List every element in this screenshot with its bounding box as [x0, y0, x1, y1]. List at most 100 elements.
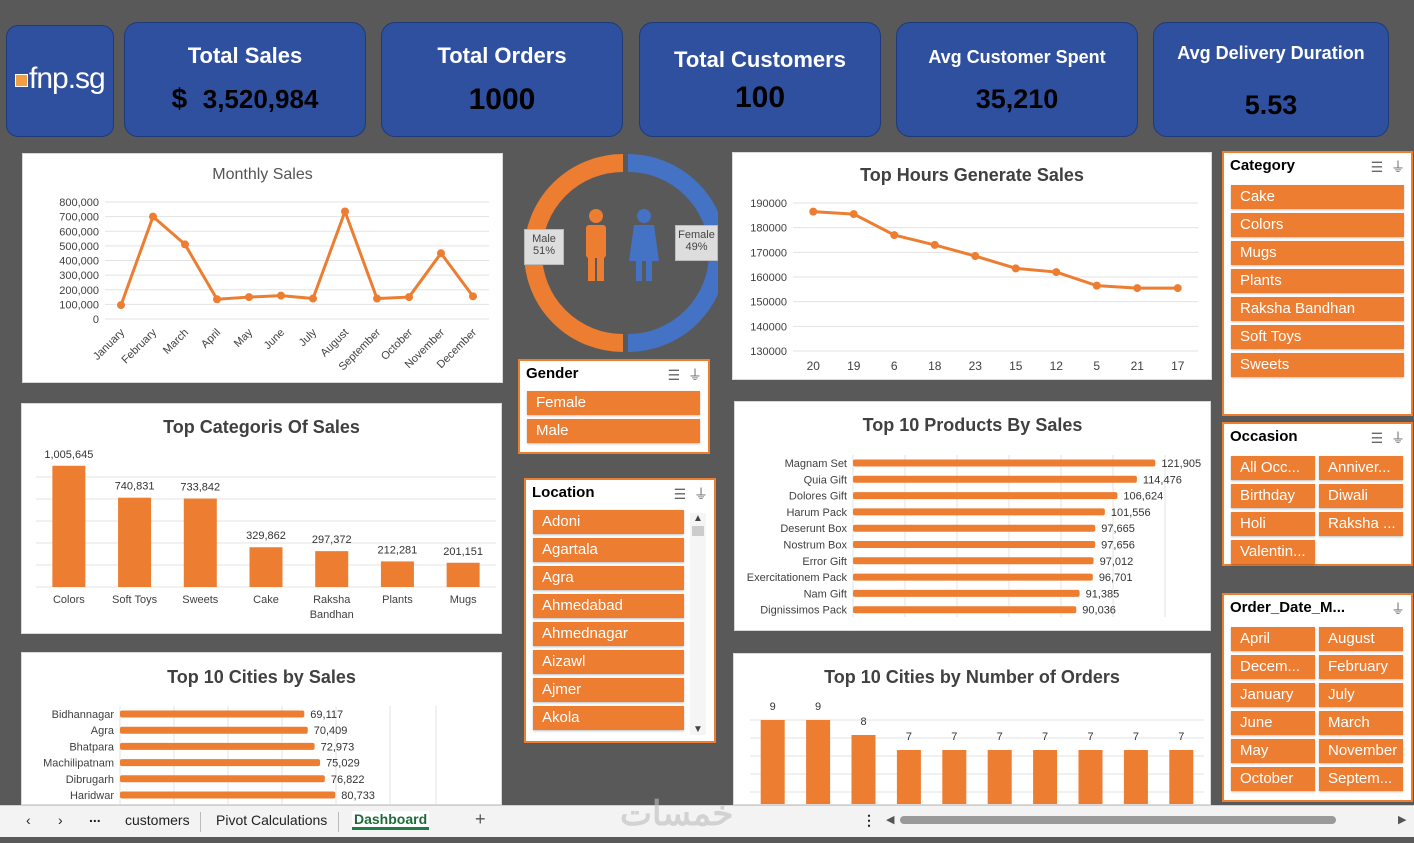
multi-select-icon[interactable]: ☰	[673, 486, 687, 502]
male-person-icon	[586, 209, 606, 281]
slicer-item[interactable]: Anniver...	[1319, 456, 1403, 480]
watermark: خمسات	[620, 795, 734, 833]
female-label-box: Female 49%	[675, 225, 718, 261]
bar	[853, 606, 1077, 614]
multi-select-icon[interactable]: ☰	[1370, 430, 1384, 446]
data-label: 329,862	[246, 530, 286, 542]
slicer-item[interactable]: Ajmer	[533, 678, 684, 702]
x-tick-label: 21	[1131, 359, 1145, 373]
slicer-item[interactable]: Aizawl	[533, 650, 684, 674]
bar	[446, 562, 480, 587]
data-label: 101,556	[1111, 507, 1151, 519]
kpi-value: 1000	[468, 83, 536, 116]
options-dots-icon[interactable]: ⋮	[862, 812, 876, 828]
data-label: 7	[1042, 731, 1048, 743]
y-tick-label: Nam Gift	[804, 588, 847, 600]
slicer-item[interactable]: January	[1231, 683, 1315, 707]
slicer-item[interactable]: March	[1319, 711, 1403, 735]
sheet-tab-bar: ‹ › ... customers Pivot Calculations Das…	[0, 795, 1414, 837]
clear-filter-icon[interactable]: ⏚	[688, 367, 702, 383]
bar	[853, 524, 1096, 532]
male-label-box: Male 51%	[524, 229, 564, 265]
scroll-thumb[interactable]	[692, 526, 704, 536]
slicer-item[interactable]: Ahmednagar	[533, 622, 684, 646]
hscroll-right-icon[interactable]: ▶	[1398, 814, 1407, 826]
y-tick-label: Deserunt Box	[780, 523, 847, 535]
slicer-item[interactable]: August	[1319, 627, 1403, 651]
location-slicer: Location ☰ ⏚ Adoni Agartala Agra Ahmedabad A…	[524, 478, 716, 743]
slicer-item[interactable]: Decem...	[1231, 655, 1315, 679]
hscroll-left-icon[interactable]: ◀	[886, 814, 895, 826]
slicer-item[interactable]: Ahmedabad	[533, 594, 684, 618]
slicer-item[interactable]: May	[1231, 739, 1315, 763]
tab-dashboard[interactable]: Dashboard	[352, 811, 430, 830]
slicer-scrollbar[interactable]: ▲ ▼	[690, 513, 706, 735]
tab-scroll-left-icon[interactable]: ‹	[26, 812, 31, 828]
data-label: 7	[906, 731, 912, 743]
slicer-item[interactable]: July	[1319, 683, 1403, 707]
slicer-item[interactable]: Plants	[1231, 269, 1404, 293]
slicer-item[interactable]: November	[1319, 739, 1403, 763]
slicer-item[interactable]: Female	[527, 391, 700, 415]
slicer-item[interactable]: February	[1319, 655, 1403, 679]
clear-filter-icon[interactable]: ⏚	[1391, 159, 1405, 175]
y-tick-label: 150000	[750, 297, 787, 309]
clear-filter-icon[interactable]: ⏚	[694, 486, 708, 502]
multi-select-icon[interactable]: ☰	[667, 367, 681, 383]
chart-title: Top 10 Cities by Sales	[167, 667, 356, 687]
slicer-item[interactable]: All Occ...	[1231, 456, 1315, 480]
slicer-item[interactable]: April	[1231, 627, 1315, 651]
data-label: 7	[997, 731, 1003, 743]
x-tick-label: 23	[969, 359, 983, 373]
slicer-item[interactable]: Agra	[533, 566, 684, 590]
slicer-item[interactable]: Akola	[533, 706, 684, 730]
x-tick-label: 18	[928, 359, 942, 373]
slicer-item[interactable]: Adoni	[533, 510, 684, 534]
slicer-item[interactable]: October	[1231, 767, 1315, 791]
clear-filter-icon[interactable]: ⏚	[1391, 430, 1405, 446]
slicer-item[interactable]: Septem...	[1319, 767, 1403, 791]
scroll-down-icon[interactable]: ▼	[693, 724, 703, 735]
scroll-up-icon[interactable]: ▲	[693, 513, 703, 524]
bar	[1078, 750, 1103, 804]
data-point	[149, 212, 157, 221]
tab-pivot-calculations[interactable]: Pivot Calculations	[216, 812, 328, 828]
slicer-item[interactable]: Male	[527, 419, 700, 443]
slicer-item[interactable]: June	[1231, 711, 1315, 735]
chart-title: Top 10 Products By Sales	[862, 415, 1083, 435]
slicer-header-icons: ☰ ⏚	[1371, 428, 1405, 448]
tab-more-button[interactable]: ...	[89, 809, 101, 825]
slicer-item[interactable]: Valentin...	[1231, 540, 1315, 564]
slicer-item[interactable]: Holi	[1231, 512, 1315, 536]
multi-select-icon[interactable]: ☰	[1370, 159, 1384, 175]
y-tick-label: Agra	[91, 725, 115, 737]
add-sheet-button[interactable]: +	[475, 809, 486, 829]
slicer-item[interactable]: Raksha ...	[1319, 512, 1403, 536]
slicer-item[interactable]: Colors	[1231, 213, 1404, 237]
y-tick-label: 100,000	[59, 299, 99, 311]
slicer-item[interactable]: Soft Toys	[1231, 325, 1404, 349]
y-tick-label: Bidhannagar	[52, 709, 115, 721]
x-tick-label: 15	[1009, 359, 1023, 373]
tab-scroll-right-icon[interactable]: ›	[58, 812, 63, 828]
bar	[853, 508, 1105, 516]
tab-customers[interactable]: customers	[125, 812, 190, 828]
y-tick-label: 500,000	[59, 241, 99, 253]
clear-filter-icon[interactable]: ⏚	[1391, 601, 1405, 617]
data-point	[405, 293, 413, 302]
slicer-item[interactable]: Diwali	[1319, 484, 1403, 508]
horizontal-scrollbar[interactable]	[900, 816, 1336, 824]
data-label: 121,905	[1161, 458, 1201, 470]
gender-donut-chart: Male 51% Female 49%	[518, 153, 727, 353]
bar	[1123, 750, 1148, 804]
slicer-item[interactable]: Raksha Bandhan	[1231, 297, 1404, 321]
slicer-item[interactable]: Mugs	[1231, 241, 1404, 265]
slicer-item[interactable]: Birthday	[1231, 484, 1315, 508]
slicer-item[interactable]: Cake	[1231, 185, 1404, 209]
slicer-item[interactable]: Sweets	[1231, 353, 1404, 377]
bar	[120, 710, 305, 718]
y-tick-label: Bhatpara	[69, 741, 115, 753]
x-tick-label: Colors	[53, 594, 85, 606]
x-tick-label: Cake	[253, 594, 279, 606]
slicer-item[interactable]: Agartala	[533, 538, 684, 562]
